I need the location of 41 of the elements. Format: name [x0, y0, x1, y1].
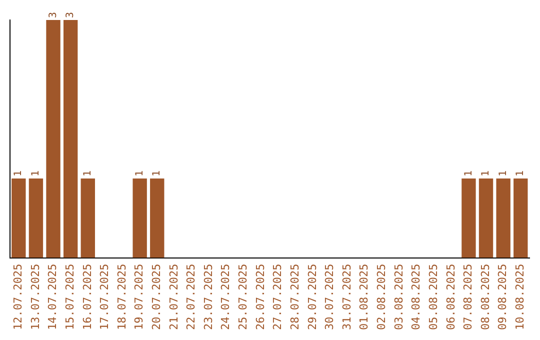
x-tick-label: 30.07.2025	[323, 264, 336, 330]
x-tick-label: 10.08.2025	[513, 264, 526, 330]
x-tick-label: 17.07.2025	[98, 264, 112, 330]
x-tick-label: 09.08.2025	[496, 264, 510, 330]
data-label: 1	[13, 170, 24, 177]
data-label: 1	[134, 170, 146, 177]
x-tick-label: 01.08.2025	[358, 264, 371, 330]
data-label: 1	[498, 170, 509, 177]
x-tick-label: 18.07.2025	[115, 264, 128, 330]
data-label: 1	[82, 170, 94, 177]
x-tick-label: 16.07.2025	[80, 264, 94, 330]
x-tick-label: 07.08.2025	[462, 264, 475, 330]
x-tick-label: 19.07.2025	[132, 264, 146, 330]
x-tick-label: 14.07.2025	[46, 264, 60, 330]
data-label: 1	[463, 170, 474, 177]
x-tick-label: 13.07.2025	[28, 264, 42, 330]
x-tick-label: 15.07.2025	[63, 264, 76, 330]
data-label: 1	[480, 170, 492, 177]
data-label: 1	[152, 170, 163, 177]
x-tick-label: 23.07.2025	[202, 264, 215, 330]
x-tick-label: 20.07.2025	[150, 264, 163, 330]
x-tick-label: 24.07.2025	[219, 264, 232, 330]
x-tick-label: 26.07.2025	[254, 264, 267, 330]
x-tick-label: 28.07.2025	[288, 264, 302, 330]
data-label: 3	[65, 12, 76, 18]
x-tick-label: 04.08.2025	[410, 264, 423, 330]
data-label: 1	[30, 170, 42, 177]
x-tick-label: 08.08.2025	[478, 264, 492, 330]
x-tick-label: 02.08.2025	[375, 264, 388, 330]
x-tick-label: 12.07.2025	[12, 264, 25, 330]
x-tick-label: 25.07.2025	[236, 264, 250, 330]
x-tick-label: 29.07.2025	[306, 264, 319, 330]
x-tick-label: 31.07.2025	[340, 264, 354, 330]
data-label: 1	[515, 170, 526, 177]
x-tick-label: 03.08.2025	[392, 264, 406, 330]
data-label: 3	[48, 12, 59, 18]
x-tick-label: 21.07.2025	[167, 264, 180, 330]
x-tick-label: 22.07.2025	[184, 264, 198, 330]
x-tick-label: 05.08.2025	[426, 264, 440, 330]
x-tick-label: 27.07.2025	[271, 264, 284, 330]
x-tick-label: 06.08.2025	[444, 264, 458, 330]
